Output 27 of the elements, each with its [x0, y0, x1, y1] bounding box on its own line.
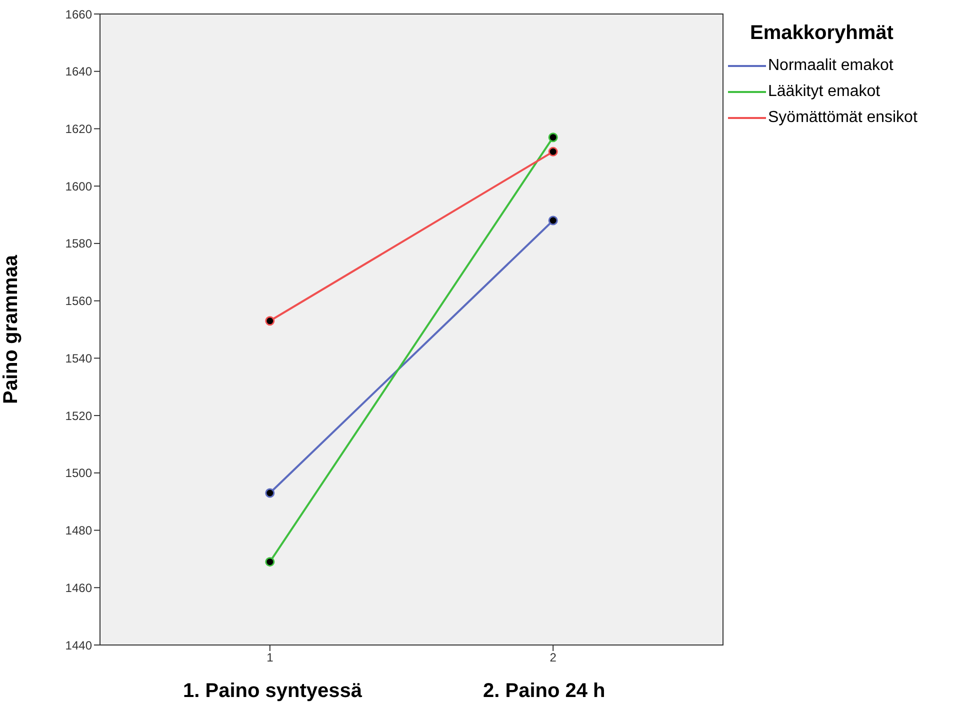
- point: [548, 216, 558, 226]
- y-tick-label: 1640: [65, 64, 92, 79]
- y-tick-label: 1520: [65, 408, 92, 423]
- point: [265, 557, 275, 567]
- y-tick-label: 1440: [65, 638, 92, 652]
- y-tick-label: 1460: [65, 580, 92, 595]
- legend-label: Syömättömät ensikot: [768, 109, 918, 127]
- y-tick-label: 1540: [65, 351, 92, 366]
- x-tick-label: 2: [550, 650, 557, 665]
- y-tick-label: 1620: [65, 122, 92, 136]
- y-tick-label: 1600: [65, 179, 92, 194]
- y-tick-label: 1580: [65, 236, 92, 251]
- text: 1. Paino syntyessä: [183, 680, 362, 703]
- text: 2. Paino 24 h: [483, 680, 606, 703]
- legend-label: Normaalit emakot: [768, 57, 894, 75]
- x-tick-label: 1: [266, 650, 274, 665]
- point: [265, 488, 275, 498]
- point: [265, 316, 275, 326]
- y-axis-title: Paino grammaa: [0, 254, 22, 404]
- point: [548, 132, 558, 142]
- y-tick-label: 1500: [65, 466, 92, 480]
- point: [548, 146, 558, 156]
- y-tick-label: 1660: [65, 7, 92, 22]
- legend-title: Emakkoryhmät: [750, 22, 894, 45]
- y-tick-label: 1480: [65, 524, 92, 538]
- legend-label: Lääkityt emakot: [768, 83, 880, 101]
- y-tick-label: 1560: [65, 294, 92, 308]
